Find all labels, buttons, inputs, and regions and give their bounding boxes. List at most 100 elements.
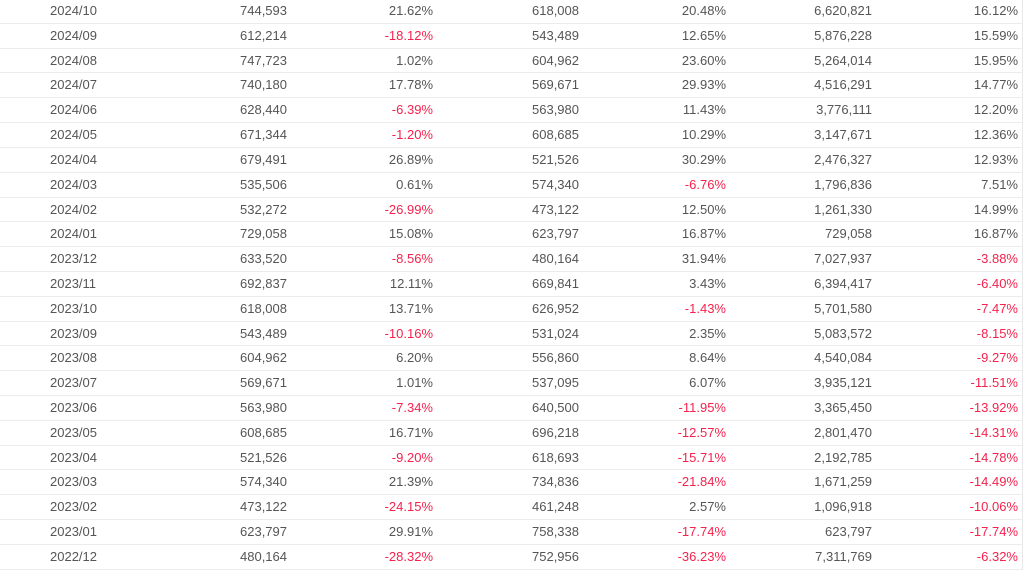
cell-cumulative-value: 1,671,259 (814, 474, 872, 490)
cell-month: 2023/04 (50, 449, 97, 465)
table-row: 2023/10 618,008 13.71% 626,952 -1.43% 5,701,5… (0, 297, 1022, 322)
cell-month: 2024/06 (50, 102, 97, 118)
cell-cumulative-value: 729,058 (825, 226, 872, 242)
cell-value-change: 17.78% (388, 77, 433, 93)
cell-value-change: 16.71% (388, 424, 433, 440)
cell-cumulative-change: 16.87% (973, 226, 1018, 242)
cell-value: 623,797 (240, 524, 287, 540)
table-row: 2023/07 569,671 1.01% 537,095 6.07% 3,935,121… (0, 371, 1022, 396)
cell-cumulative-change: 12.36% (973, 127, 1018, 143)
cell-month: 2023/05 (50, 424, 97, 440)
cell-cumulative-change: 7.51% (981, 176, 1018, 192)
cell-value-change: 6.20% (396, 350, 433, 366)
table-row: 2024/05 671,344 -1.20% 608,685 10.29% 3,147,6… (0, 123, 1022, 148)
cell-value: 671,344 (240, 127, 287, 143)
cell-value-change: -6.39% (391, 102, 433, 118)
cell-prior-change: 10.29% (681, 127, 726, 143)
table-row: 2023/04 521,526 -9.20% 618,693 -15.71% 2,192,… (0, 446, 1022, 471)
cell-prior-value: 618,008 (532, 3, 579, 18)
cell-prior-change: 11.43% (682, 102, 726, 118)
cell-value: 740,180 (240, 77, 287, 93)
cell-value-change: -9.20% (391, 449, 433, 465)
cell-cumulative-value: 4,540,084 (814, 350, 872, 366)
cell-cumulative-value: 5,264,014 (814, 52, 872, 68)
cell-month: 2023/03 (50, 474, 97, 490)
cell-cumulative-value: 3,365,450 (814, 400, 872, 415)
cell-cumulative-change: -14.49% (969, 474, 1018, 490)
cell-prior-value: 531,024 (532, 325, 579, 341)
cell-prior-change: 23.60% (681, 52, 726, 68)
table-row: 2023/01 623,797 29.91% 758,338 -17.74% 623,79… (0, 520, 1022, 545)
cell-cumulative-value: 1,796,836 (814, 176, 872, 192)
cell-prior-change: 31.94% (681, 251, 726, 267)
table-row: 2024/07 740,180 17.78% 569,671 29.93% 4,516,2… (0, 73, 1022, 99)
cell-value-change: -10.16% (384, 325, 433, 341)
cell-value: 563,980 (240, 400, 287, 415)
cell-value: 747,723 (240, 52, 287, 68)
cell-cumulative-value: 1,261,330 (814, 201, 872, 217)
cell-month: 2023/06 (50, 400, 97, 415)
table-row: 2024/04 679,491 26.89% 521,526 30.29% 2,476,3… (0, 148, 1022, 173)
cell-cumulative-value: 6,394,417 (814, 275, 872, 291)
cell-month: 2023/01 (50, 524, 97, 540)
cell-month: 2024/07 (50, 77, 97, 93)
table-row: 2024/10 744,593 21.62% 618,008 20.48% 6,620,8… (0, 0, 1022, 24)
cell-value-change: 29.91% (388, 524, 433, 540)
cell-prior-value: 473,122 (532, 201, 579, 217)
cell-cumulative-change: -6.40% (976, 275, 1018, 291)
cell-value: 633,520 (240, 251, 287, 267)
table-row: 2024/08 747,723 1.02% 604,962 23.60% 5,264,01… (0, 49, 1022, 74)
cell-prior-change: -15.71% (677, 449, 726, 465)
table-row: 2024/09 612,214 -18.12% 543,489 12.65% 5,876,… (0, 24, 1022, 49)
cell-cumulative-value: 7,311,769 (815, 548, 872, 564)
table-row: 2023/06 563,980 -7.34% 640,500 -11.95% 3,365,… (0, 396, 1022, 421)
cell-prior-change: -12.57% (677, 424, 726, 440)
cell-prior-change: -11.95% (678, 400, 726, 415)
table-row: 2023/12 633,520 -8.56% 480,164 31.94% 7,027,9… (0, 247, 1022, 272)
cell-value: 473,122 (240, 499, 287, 515)
cell-prior-change: -17.74% (677, 524, 726, 540)
table-row: 2023/02 473,122 -24.15% 461,248 2.57% 1,096,9… (0, 495, 1022, 521)
cell-cumulative-change: -14.31% (969, 424, 1018, 440)
cell-prior-value: 696,218 (532, 424, 579, 440)
cell-value: 574,340 (240, 474, 287, 490)
cell-month: 2023/09 (50, 325, 97, 341)
cell-prior-value: 537,095 (532, 375, 579, 391)
cell-cumulative-value: 5,701,580 (814, 300, 872, 316)
cell-cumulative-value: 4,516,291 (814, 77, 872, 93)
cell-cumulative-value: 623,797 (825, 524, 872, 540)
cell-cumulative-change: -9.27% (976, 350, 1018, 366)
cell-prior-value: 618,693 (532, 449, 579, 465)
cell-value: 729,058 (240, 226, 287, 242)
cell-cumulative-value: 2,192,785 (814, 449, 872, 465)
cell-value: 480,164 (240, 548, 287, 564)
cell-prior-change: -1.43% (684, 300, 726, 316)
cell-prior-change: 30.29% (681, 151, 726, 167)
cell-month: 2024/02 (50, 201, 97, 217)
cell-prior-change: 3.43% (689, 275, 726, 291)
cell-prior-value: 640,500 (532, 400, 579, 415)
cell-cumulative-change: -3.88% (976, 251, 1018, 267)
cell-value: 692,837 (240, 275, 287, 291)
cell-value-change: -7.34% (391, 400, 433, 415)
cell-month: 2024/05 (50, 127, 97, 143)
cell-cumulative-value: 2,476,327 (814, 151, 872, 167)
cell-prior-value: 669,841 (532, 275, 579, 291)
cell-value: 532,272 (240, 201, 287, 217)
cell-prior-change: 29.93% (681, 77, 726, 93)
table-row: 2023/11 692,837 12.11% 669,841 3.43% 6,394,41… (0, 272, 1022, 297)
cell-value: 679,491 (240, 151, 287, 167)
cell-value: 612,214 (240, 27, 287, 43)
cell-cumulative-change: 12.20% (973, 102, 1018, 118)
cell-value-change: -1.20% (391, 127, 433, 143)
cell-value: 604,962 (240, 350, 287, 366)
cell-cumulative-change: -11.51% (970, 375, 1018, 391)
cell-month: 2024/09 (50, 27, 97, 43)
cell-month: 2024/10 (50, 3, 97, 18)
cell-cumulative-change: 15.59% (973, 27, 1018, 43)
cell-value-change: -18.12% (384, 27, 433, 43)
cell-cumulative-change: 12.93% (973, 151, 1018, 167)
cell-prior-change: 8.64% (689, 350, 726, 366)
cell-cumulative-change: -13.92% (969, 400, 1018, 415)
cell-prior-value: 521,526 (532, 151, 579, 167)
